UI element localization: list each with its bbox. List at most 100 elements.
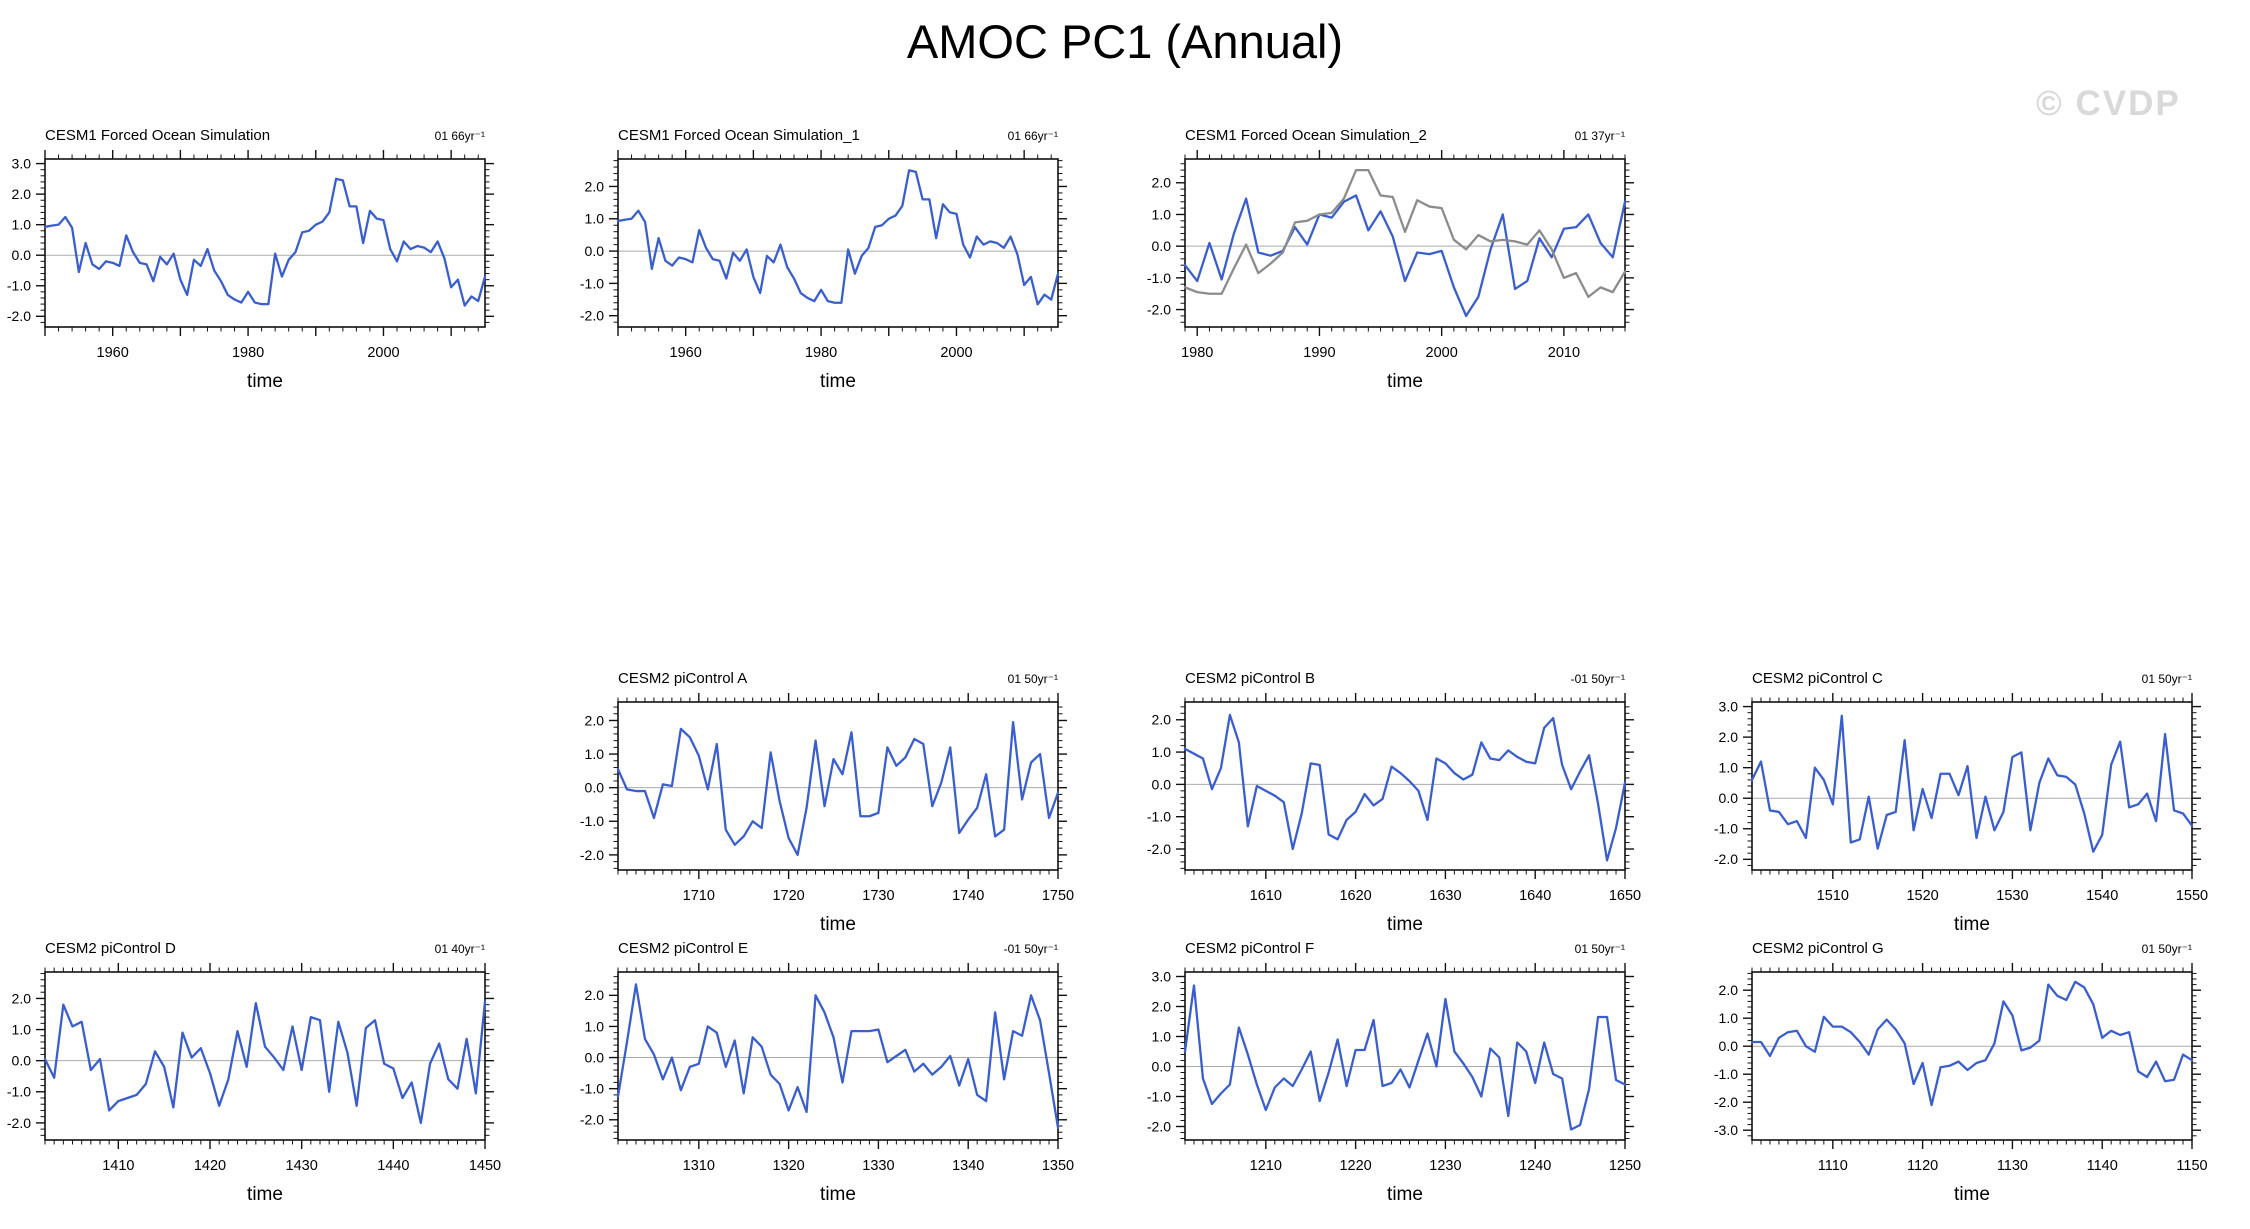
svg-text:1.0: 1.0: [1719, 1010, 1739, 1026]
panel-stat-label: 01 50yr⁻¹: [2141, 942, 2192, 956]
svg-text:-1.0: -1.0: [580, 275, 604, 291]
svg-text:0.0: 0.0: [585, 243, 605, 259]
panel-cesm1-forced-ocean-simulation-1: CESM1 Forced Ocean Simulation_1 01 66yr⁻…: [558, 125, 1103, 392]
timeseries-plot: 3.0 2.0 1.0 0.0 -1.0 -2.0 1510 1520 1530 1540 1550…: [1714, 693, 2208, 935]
svg-text:1440: 1440: [377, 1158, 409, 1174]
svg-text:1.0: 1.0: [1152, 744, 1172, 760]
svg-text:-1.0: -1.0: [1714, 821, 1738, 837]
panel-stat-label: -01 50yr⁻¹: [1570, 672, 1625, 686]
svg-text:1530: 1530: [1996, 888, 2028, 904]
svg-text:1620: 1620: [1339, 888, 1371, 904]
svg-text:0.0: 0.0: [1152, 776, 1172, 792]
panel-title: CESM2 piControl C: [1752, 670, 1883, 687]
svg-text:time: time: [820, 914, 856, 935]
svg-text:1.0: 1.0: [585, 1018, 605, 1034]
panel-stat-label: 01 50yr⁻¹: [1574, 942, 1625, 956]
svg-text:-2.0: -2.0: [580, 308, 604, 324]
svg-text:1960: 1960: [670, 345, 702, 361]
panel-stat-label: -01 50yr⁻¹: [1003, 942, 1058, 956]
svg-text:1.0: 1.0: [12, 1021, 32, 1037]
svg-text:1310: 1310: [683, 1158, 715, 1174]
svg-text:2.0: 2.0: [1152, 175, 1172, 191]
svg-text:3.0: 3.0: [1719, 698, 1739, 714]
svg-text:1710: 1710: [683, 888, 715, 904]
svg-text:1140: 1140: [2087, 1158, 2118, 1174]
panel-title: CESM2 piControl B: [1185, 670, 1316, 687]
svg-text:1.0: 1.0: [585, 211, 605, 227]
panel-title: CESM2 piControl A: [618, 670, 748, 687]
svg-text:1220: 1220: [1339, 1158, 1371, 1174]
svg-text:1210: 1210: [1250, 1158, 1282, 1174]
svg-text:-2.0: -2.0: [1147, 301, 1171, 317]
svg-text:1110: 1110: [1818, 1158, 1848, 1174]
svg-text:1630: 1630: [1429, 888, 1461, 904]
panel-cesm1-forced-ocean-simulation-2: CESM1 Forced Ocean Simulation_2 01 37yr⁻…: [1125, 125, 1670, 392]
svg-text:1740: 1740: [952, 888, 984, 904]
svg-text:1720: 1720: [772, 888, 804, 904]
svg-text:1250: 1250: [1609, 1158, 1641, 1174]
svg-text:3.0: 3.0: [1152, 968, 1172, 984]
svg-text:2000: 2000: [367, 345, 399, 361]
panel-cesm2-picontrol-d: CESM2 piControl D 01 40yr⁻¹ 2.0 1.0 0.0 -1.…: [0, 938, 530, 1205]
panel-stat-label: 01 66yr⁻¹: [1007, 129, 1058, 143]
svg-text:2.0: 2.0: [585, 712, 605, 728]
svg-text:2.0: 2.0: [12, 990, 32, 1006]
panel-title: CESM1 Forced Ocean Simulation_1: [618, 127, 860, 144]
svg-text:2000: 2000: [1426, 345, 1458, 361]
panel-cesm2-picontrol-f: CESM2 piControl F 01 50yr⁻¹ 3.0 2.0 1.0 0.0…: [1125, 938, 1670, 1205]
svg-text:-2.0: -2.0: [7, 308, 31, 324]
page-title: AMOC PC1 (Annual): [906, 15, 1344, 68]
panel-stat-label: 01 66yr⁻¹: [434, 129, 485, 143]
svg-text:1730: 1730: [862, 888, 894, 904]
svg-text:1.0: 1.0: [1719, 760, 1739, 776]
svg-text:2.0: 2.0: [1152, 712, 1172, 728]
svg-text:1350: 1350: [1042, 1158, 1074, 1174]
svg-text:-1.0: -1.0: [7, 278, 31, 294]
svg-text:1410: 1410: [102, 1158, 134, 1174]
svg-text:1230: 1230: [1429, 1158, 1461, 1174]
svg-text:2.0: 2.0: [1719, 729, 1739, 745]
svg-text:time: time: [247, 1184, 283, 1205]
svg-text:-1.0: -1.0: [580, 1081, 604, 1097]
svg-text:-3.0: -3.0: [1714, 1122, 1738, 1138]
svg-text:1750: 1750: [1042, 888, 1074, 904]
timeseries-plot: 2.0 1.0 0.0 -1.0 -2.0 1410 1420 1430 1440 1450 tim…: [7, 963, 501, 1205]
svg-text:time: time: [820, 371, 856, 392]
svg-text:0.0: 0.0: [12, 247, 32, 263]
panel-cesm2-picontrol-c: CESM2 piControl C 01 50yr⁻¹ 3.0 2.0 1.0 0.0…: [1692, 668, 2237, 935]
svg-text:2.0: 2.0: [1719, 982, 1739, 998]
svg-text:-2.0: -2.0: [580, 847, 604, 863]
cvdp-watermark: © CVDP: [2036, 84, 2181, 123]
timeseries-plot: 2.0 1.0 0.0 -1.0 -2.0 1310 1320 1330 1340 1350 tim…: [580, 963, 1074, 1205]
svg-text:1430: 1430: [286, 1158, 318, 1174]
svg-text:1610: 1610: [1250, 888, 1282, 904]
svg-text:1320: 1320: [772, 1158, 804, 1174]
svg-text:1.0: 1.0: [1152, 1028, 1172, 1044]
svg-text:1130: 1130: [1997, 1158, 2028, 1174]
svg-text:time: time: [1387, 914, 1423, 935]
svg-text:1.0: 1.0: [1152, 206, 1172, 222]
svg-text:-1.0: -1.0: [1147, 1088, 1171, 1104]
svg-text:time: time: [1954, 914, 1990, 935]
panel-stat-label: 01 40yr⁻¹: [434, 942, 485, 956]
panel-cesm2-picontrol-a: CESM2 piControl A 01 50yr⁻¹ 2.0 1.0 0.0 -1.…: [558, 668, 1103, 935]
svg-text:time: time: [820, 1184, 856, 1205]
svg-text:3.0: 3.0: [12, 155, 32, 171]
svg-text:1640: 1640: [1519, 888, 1551, 904]
panel-stat-label: 01 37yr⁻¹: [1574, 129, 1625, 143]
svg-text:-1.0: -1.0: [7, 1084, 31, 1100]
svg-text:1540: 1540: [2086, 888, 2118, 904]
svg-text:1520: 1520: [1906, 888, 1938, 904]
svg-text:1990: 1990: [1303, 345, 1335, 361]
svg-text:1240: 1240: [1519, 1158, 1551, 1174]
svg-text:-1.0: -1.0: [1714, 1066, 1738, 1082]
svg-text:2.0: 2.0: [1152, 998, 1172, 1014]
svg-text:1550: 1550: [2176, 888, 2208, 904]
panel-title: CESM2 piControl D: [45, 940, 176, 957]
svg-text:time: time: [1387, 371, 1423, 392]
svg-text:1510: 1510: [1817, 888, 1849, 904]
timeseries-plot: 2.0 1.0 0.0 -1.0 -2.0 1980 1990 2000 2010 time: [1147, 150, 1634, 392]
svg-text:1980: 1980: [805, 345, 837, 361]
svg-text:0.0: 0.0: [1719, 790, 1739, 806]
panel-title: CESM2 piControl F: [1185, 940, 1315, 957]
